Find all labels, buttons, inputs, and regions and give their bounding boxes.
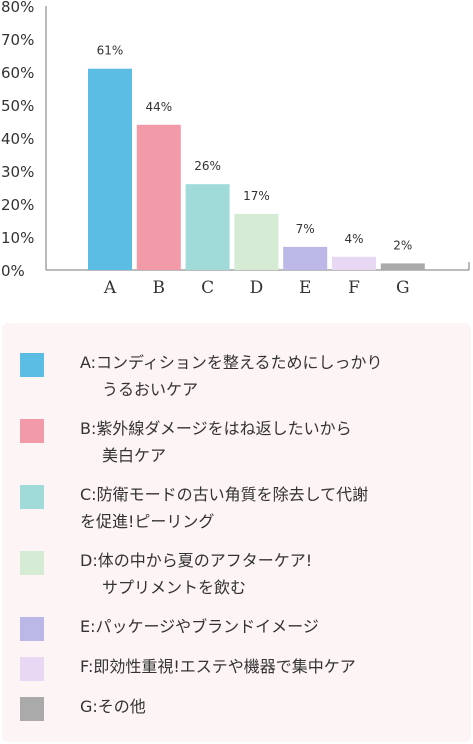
bar-data-label: 2%	[393, 238, 412, 252]
bar-data-labels: 61% 44% 26% 17% 7% 4% 2%	[97, 44, 413, 253]
legend-line-1: F:即効性重視!エステや機器で集中ケア	[80, 657, 356, 676]
bar-data-label: 44%	[145, 100, 172, 114]
y-tick-label: 30%	[1, 163, 34, 181]
legend-line-1: G:その他	[80, 697, 146, 716]
bar	[283, 246, 328, 270]
legend-line-1: A:コンディションを整えるためにしっかり	[80, 353, 383, 372]
legend-line-2: サプリメントを飲む	[102, 578, 247, 597]
legend-item: E:パッケージやブランドイメージ	[20, 613, 457, 641]
y-axis-tick-labels: 0% 10% 20% 30% 40% 50% 60% 70% 80%	[1, 0, 34, 280]
legend-line-1: C:防衛モードの古い角質を除去して代謝	[80, 485, 369, 504]
legend-text: D:体の中から夏のアフターケア! サプリメントを飲む	[80, 547, 312, 601]
bar-data-label: 17%	[243, 189, 270, 203]
bar-data-label: 4%	[344, 232, 363, 246]
legend-line-1: E:パッケージやブランドイメージ	[80, 617, 319, 636]
bar	[234, 213, 279, 270]
bars	[88, 68, 425, 270]
y-tick-label: 50%	[1, 97, 34, 115]
legend-item: C:防衛モードの古い角質を除去して代謝 を促進!ピーリング	[20, 481, 457, 535]
y-tick-label: 10%	[1, 229, 34, 247]
bar-data-label: 26%	[194, 159, 221, 173]
legend-line-1: B:紫外線ダメージをはね返したいから	[80, 419, 352, 438]
legend: A:コンディションを整えるためにしっかりうるおいケア B:紫外線ダメージをはね返し…	[2, 323, 471, 742]
legend-swatch	[20, 697, 44, 721]
bar	[380, 263, 425, 270]
y-tick-label: 20%	[1, 196, 34, 214]
legend-text: B:紫外線ダメージをはね返したいから美白ケア	[80, 415, 352, 469]
y-tick-label: 80%	[1, 0, 34, 16]
bar	[136, 124, 181, 270]
x-tick-label: F	[348, 278, 360, 298]
bar	[185, 184, 230, 270]
legend-item: F:即効性重視!エステや機器で集中ケア	[20, 653, 457, 681]
y-tick-label: 70%	[1, 31, 34, 49]
x-tick-label: A	[103, 278, 117, 298]
y-tick-label: 0%	[1, 262, 25, 280]
x-tick-label: E	[299, 278, 311, 298]
legend-swatch	[20, 657, 44, 681]
bar-data-label: 7%	[296, 222, 315, 236]
x-tick-label: G	[396, 278, 410, 298]
legend-swatch	[20, 419, 44, 443]
legend-text: A:コンディションを整えるためにしっかりうるおいケア	[80, 349, 382, 403]
legend-item: A:コンディションを整えるためにしっかりうるおいケア	[20, 349, 457, 403]
bar-data-label: 61%	[97, 44, 124, 58]
y-tick-label: 60%	[1, 64, 34, 82]
bar	[88, 68, 132, 270]
legend-text: C:防衛モードの古い角質を除去して代謝 を促進!ピーリング	[80, 481, 368, 535]
legend-swatch	[20, 353, 44, 377]
legend-item: G:その他	[20, 693, 457, 721]
x-tick-label: B	[153, 278, 166, 298]
y-tick-label: 40%	[1, 130, 34, 148]
legend-item: B:紫外線ダメージをはね返したいから美白ケア	[20, 415, 457, 469]
legend-line-1: D:体の中から夏のアフターケア!	[80, 551, 313, 570]
legend-swatch	[20, 551, 44, 575]
bar-chart: 0% 10% 20% 30% 40% 50% 60% 70% 80% 61% 44% 26% 17% 7…	[1, 0, 470, 298]
legend-swatch	[20, 485, 44, 509]
bar	[332, 256, 376, 270]
legend-line-2: 美白ケア	[102, 446, 167, 465]
legend-swatch	[20, 617, 44, 641]
x-tick-label: C	[201, 278, 214, 298]
legend-item: D:体の中から夏のアフターケア! サプリメントを飲む	[20, 547, 457, 601]
legend-text: F:即効性重視!エステや機器で集中ケア	[80, 653, 356, 680]
legend-text: G:その他	[80, 693, 146, 720]
legend-text: E:パッケージやブランドイメージ	[80, 613, 319, 640]
x-tick-label: D	[250, 278, 264, 298]
legend-line-2: を促進!ピーリング	[80, 512, 215, 531]
x-axis-tick-labels: A B C D E F G	[103, 278, 410, 298]
legend-line-2: うるおいケア	[102, 380, 199, 399]
